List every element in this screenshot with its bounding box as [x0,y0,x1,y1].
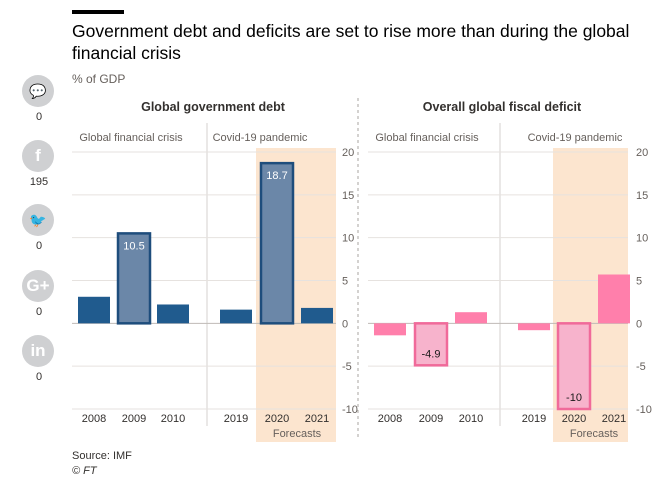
debt-data-label-2009: 10.5 [123,240,144,252]
source-note: Source: IMF [72,450,132,462]
debt-x-tick-label: 2008 [82,413,106,425]
deficit-y-tick-label: 5 [636,276,642,288]
debt-x-tick-label: 2010 [161,413,185,425]
debt-y-tick-label: 10 [342,233,354,245]
debt-x-tick-label: 2009 [122,413,146,425]
deficit-bar-2019 [518,323,550,330]
deficit-bar-2008 [374,323,406,335]
debt-group-label: Covid-19 pandemic [213,132,308,144]
deficit-y-tick-label: 15 [636,190,648,202]
deficit-y-tick-label: -10 [636,404,652,416]
deficit-y-tick-label: -5 [636,361,646,373]
debt-x-tick-label: 2021 [305,413,329,425]
deficit-bar-2021 [598,275,630,324]
deficit-x-tick-label: 2021 [602,413,626,425]
deficit-x-tick-label: 2008 [378,413,402,425]
deficit-data-label-2020: -10 [566,392,582,404]
debt-data-label-2020: 18.7 [266,170,287,182]
debt-y-tick-label: 5 [342,276,348,288]
deficit-bar-2010 [455,312,487,323]
deficit-data-label-2009: -4.9 [422,348,441,360]
debt-y-tick-label: 15 [342,190,354,202]
debt-y-tick-label: -5 [342,361,352,373]
deficit-forecast-label: Forecasts [570,428,619,440]
debt-y-tick-label: 0 [342,318,348,330]
debt-group-label: Global financial crisis [79,132,183,144]
deficit-y-tick-label: 0 [636,318,642,330]
deficit-x-tick-label: 2019 [522,413,546,425]
debt-bar-2010 [157,304,189,323]
debt-bar-2021 [301,308,333,323]
deficit-chart-title: Overall global fiscal deficit [423,100,582,114]
debt-x-tick-label: 2019 [224,413,248,425]
debt-chart-title: Global government debt [141,100,286,114]
debt-bar-2019 [220,310,252,324]
copyright-note: © FT [72,465,97,477]
debt-y-tick-label: -10 [342,404,358,416]
debt-x-tick-label: 2020 [265,413,289,425]
deficit-x-tick-label: 2010 [459,413,483,425]
deficit-y-tick-label: 20 [636,147,648,159]
debt-bar-2008 [78,297,110,324]
deficit-group-label: Covid-19 pandemic [528,132,623,144]
deficit-group-label: Global financial crisis [375,132,479,144]
deficit-x-tick-label: 2009 [419,413,443,425]
debt-bar-2020 [261,163,293,323]
deficit-y-tick-label: 10 [636,233,648,245]
debt-y-tick-label: 20 [342,147,354,159]
debt-forecast-label: Forecasts [273,428,322,440]
charts-svg: Global government debt Global financial c… [0,0,670,494]
deficit-x-tick-label: 2020 [562,413,586,425]
